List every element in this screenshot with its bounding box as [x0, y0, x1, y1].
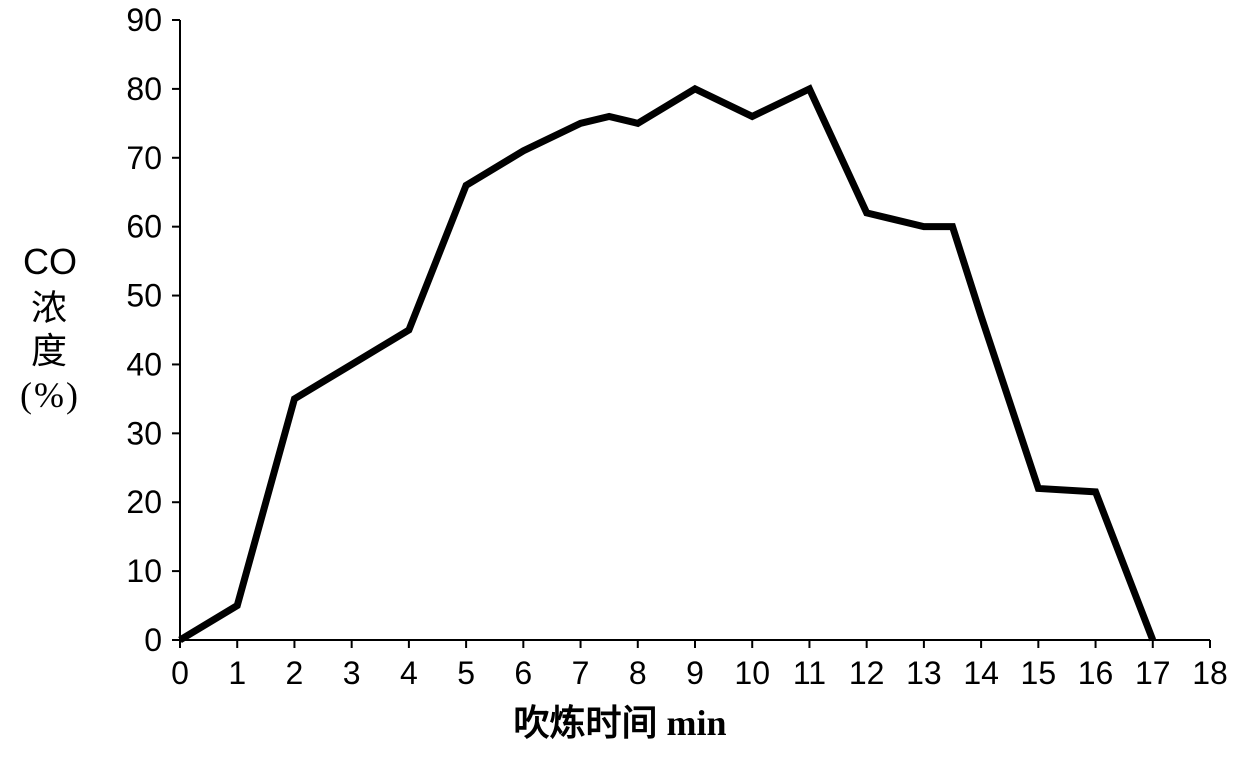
x-tick-label: 13: [906, 655, 942, 691]
data-line: [180, 89, 1153, 640]
line-chart: 0102030405060708090012345678910111213141…: [0, 0, 1240, 758]
y-axis-label: CO 浓 度 (%): [10, 240, 90, 417]
x-axis-label: 吹炼时间 min: [0, 694, 1240, 746]
x-tick-label: 0: [171, 655, 189, 691]
x-tick-label: 8: [629, 655, 647, 691]
x-tick-label: 10: [734, 655, 770, 691]
x-tick-label: 15: [1021, 655, 1057, 691]
x-tick-label: 12: [849, 655, 885, 691]
y-tick-label: 40: [126, 346, 162, 382]
x-tick-label: 4: [400, 655, 418, 691]
x-tick-label: 2: [286, 655, 304, 691]
x-tick-label: 7: [572, 655, 590, 691]
x-tick-label: 6: [514, 655, 532, 691]
y-label-cn2: 度: [10, 330, 90, 373]
y-tick-label: 70: [126, 140, 162, 176]
x-tick-label: 18: [1192, 655, 1228, 691]
x-tick-label: 17: [1135, 655, 1171, 691]
y-tick-label: 30: [126, 415, 162, 451]
x-tick-label: 1: [228, 655, 246, 691]
x-tick-label: 16: [1078, 655, 1114, 691]
y-label-co: CO: [10, 240, 90, 283]
y-label-cn1: 浓: [10, 287, 90, 330]
y-label-pct: (%): [10, 374, 90, 417]
y-tick-label: 60: [126, 209, 162, 245]
x-tick-label: 14: [963, 655, 999, 691]
y-tick-label: 20: [126, 484, 162, 520]
x-tick-label: 11: [793, 655, 826, 691]
x-tick-label: 3: [343, 655, 361, 691]
y-tick-label: 50: [126, 278, 162, 314]
y-tick-label: 0: [144, 622, 162, 658]
chart-container: CO 浓 度 (%) 01020304050607080900123456789…: [0, 0, 1240, 758]
x-tick-label: 9: [686, 655, 704, 691]
x-tick-label: 5: [457, 655, 475, 691]
y-tick-label: 90: [126, 2, 162, 38]
y-tick-label: 80: [126, 71, 162, 107]
y-tick-label: 10: [126, 553, 162, 589]
